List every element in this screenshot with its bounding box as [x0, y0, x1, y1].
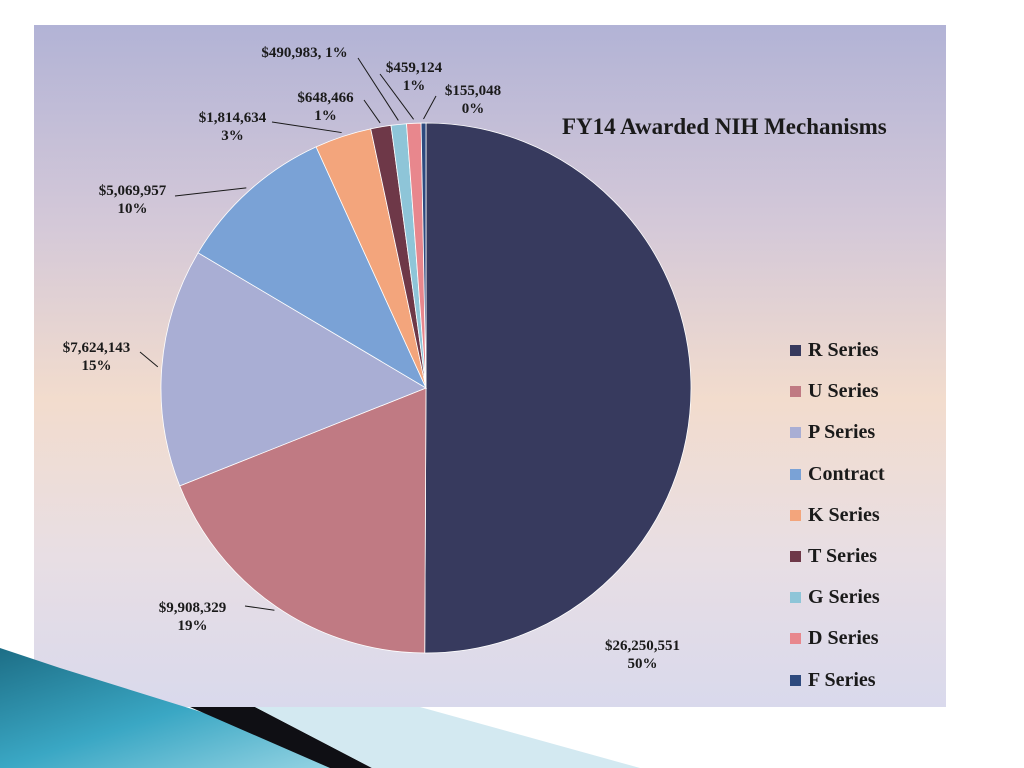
data-label-d-series: $459,124 1%: [374, 59, 454, 95]
leader-line-g-series: [357, 57, 399, 121]
legend-swatch: [790, 427, 801, 439]
legend-swatch: [790, 468, 801, 480]
data-label-r-series: $26,250,551 50%: [585, 637, 700, 673]
pie-slice-f-series: [420, 122, 427, 389]
legend-label: K Series: [808, 503, 880, 526]
data-label-percent: 1%: [325, 45, 348, 61]
legend-label: R Series: [808, 339, 879, 362]
legend-swatch: [790, 633, 801, 645]
data-label-value: $648,466: [297, 90, 354, 106]
pie-slice-r-series: [424, 122, 692, 654]
legend-item-f-series: F Series: [790, 660, 885, 701]
decoration-swoosh-light: [255, 707, 640, 768]
legend-label: T Series: [808, 545, 878, 568]
legend-item-g-series: G Series: [790, 577, 885, 618]
data-label-value: $459,124: [385, 60, 443, 76]
legend-swatch: [790, 386, 801, 398]
leader-line-u-series: [244, 605, 275, 611]
data-label-value: $26,250,551: [605, 638, 680, 654]
legend-item-u-series: U Series: [790, 371, 885, 412]
legend-label: P Series: [808, 421, 876, 444]
legend-item-r-series: R Series: [790, 330, 885, 371]
data-label-value: $1,814,634: [198, 110, 267, 126]
legend-label: D Series: [808, 627, 879, 650]
leader-line-k-series: [271, 121, 342, 134]
legend-item-p-series: P Series: [790, 412, 885, 453]
leader-line-d-series: [379, 73, 415, 120]
legend-label: G Series: [808, 586, 880, 609]
legend-swatch: [790, 674, 801, 686]
data-label-value: $5,069,957: [98, 183, 167, 199]
data-label-percent: 1%: [314, 108, 337, 124]
data-label-value: $7,624,143: [62, 340, 131, 356]
leader-line-f-series: [423, 95, 437, 120]
data-label-g-series: $490,983, 1%: [252, 44, 357, 62]
data-label-percent: 15%: [81, 358, 112, 374]
data-label-percent: 19%: [177, 618, 208, 634]
legend-item-t-series: T Series: [790, 536, 885, 577]
legend: R Series U Series P Series Contract K Se…: [790, 330, 885, 701]
legend-swatch: [790, 345, 801, 357]
data-label-f-series: $155,048 0%: [434, 82, 512, 118]
leader-line-contract: [174, 187, 247, 197]
data-label-p-series: $7,624,143 15%: [44, 339, 149, 375]
data-label-value: $490,983,: [261, 45, 322, 61]
legend-item-contract: Contract: [790, 454, 885, 495]
data-label-value: $155,048: [444, 83, 502, 99]
pie-slice-contract: [197, 146, 427, 389]
decoration-swoosh-dark: [190, 707, 372, 768]
leader-line-t-series: [363, 99, 381, 124]
legend-swatch: [790, 551, 801, 563]
pie-slice-u-series: [179, 387, 427, 654]
legend-swatch: [790, 592, 801, 604]
data-label-contract: $5,069,957 10%: [80, 182, 185, 218]
pie-slice-p-series: [160, 252, 427, 487]
legend-label: U Series: [808, 380, 879, 403]
legend-item-k-series: K Series: [790, 495, 885, 536]
leader-line-p-series: [139, 351, 159, 368]
chart-title: FY14 Awarded NIH Mechanisms: [562, 114, 887, 139]
data-label-value: $9,908,329: [158, 600, 227, 616]
data-label-percent: 50%: [627, 656, 658, 672]
data-label-t-series: $648,466 1%: [283, 89, 368, 125]
data-label-k-series: $1,814,634 3%: [180, 109, 285, 145]
data-label-percent: 10%: [117, 201, 148, 217]
data-label-percent: 3%: [221, 128, 244, 144]
legend-item-d-series: D Series: [790, 618, 885, 659]
data-label-percent: 0%: [461, 101, 485, 117]
data-label-u-series: $9,908,329 19%: [140, 599, 245, 635]
legend-swatch: [790, 509, 801, 521]
legend-label: F Series: [808, 668, 876, 691]
data-label-percent: 1%: [402, 78, 426, 94]
legend-label: Contract: [808, 462, 885, 485]
